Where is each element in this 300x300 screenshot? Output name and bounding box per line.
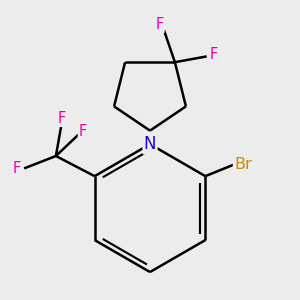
Text: F: F [79,124,87,139]
Text: Br: Br [234,157,252,172]
Text: N: N [144,135,156,153]
Text: F: F [58,111,66,126]
Text: F: F [209,47,218,62]
Text: F: F [155,17,164,32]
Text: F: F [13,161,21,176]
